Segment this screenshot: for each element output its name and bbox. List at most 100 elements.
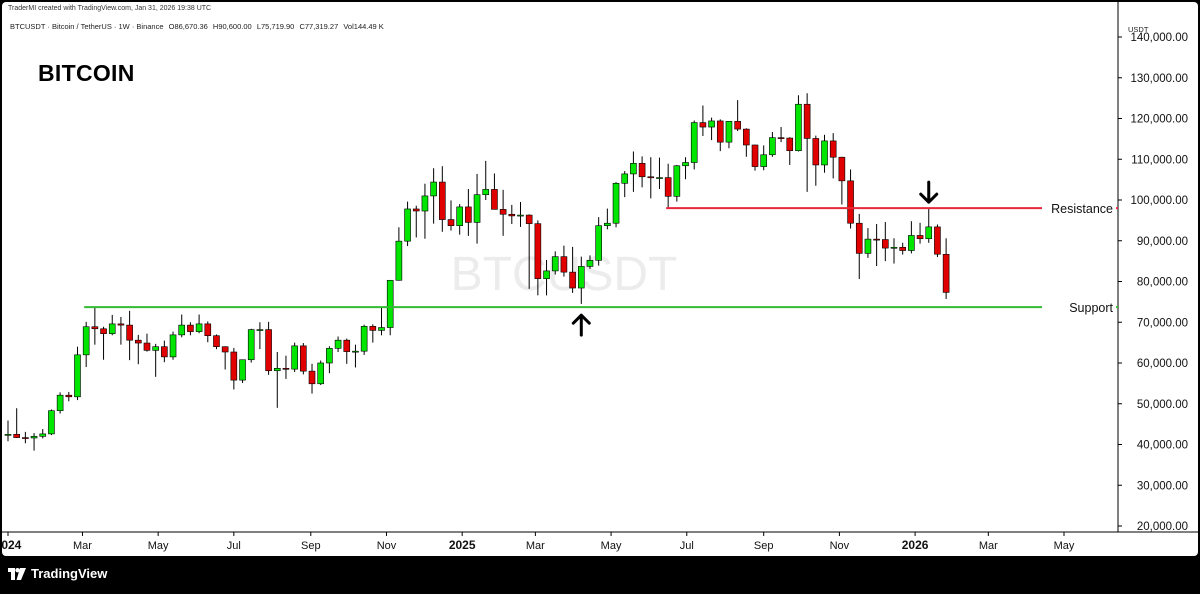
candle-body bbox=[803, 103, 811, 139]
candle-body bbox=[343, 339, 351, 352]
candle-down bbox=[942, 238, 950, 299]
candle-body bbox=[577, 266, 585, 289]
candle-up bbox=[256, 322, 264, 350]
candle-down bbox=[569, 246, 576, 293]
candle-down bbox=[499, 189, 507, 236]
candle-body bbox=[256, 329, 264, 331]
price-chart[interactable]: BTCUSDT140,000.00130,000.00120,000.00110… bbox=[2, 2, 1198, 556]
candle-body bbox=[882, 239, 889, 249]
candle-down bbox=[282, 355, 290, 379]
candle-down bbox=[221, 346, 229, 370]
time-tick-label: 2025 bbox=[449, 538, 476, 552]
candle-body bbox=[360, 326, 368, 352]
candle-body bbox=[517, 214, 524, 217]
time-tick-label: May bbox=[1054, 540, 1075, 552]
candle-down bbox=[13, 408, 20, 438]
resistance-label: Resistance bbox=[1051, 202, 1113, 216]
candle-up bbox=[195, 314, 203, 334]
candle-body bbox=[265, 329, 272, 372]
candle-body bbox=[934, 226, 941, 255]
candle-body bbox=[734, 121, 741, 130]
tradingview-brand[interactable]: TradingView bbox=[8, 566, 107, 581]
candle-body bbox=[56, 394, 64, 411]
candle-up bbox=[247, 328, 255, 363]
candle-body bbox=[239, 359, 246, 381]
brand-label: TradingView bbox=[31, 566, 108, 581]
candle-up bbox=[273, 351, 281, 408]
candle-down bbox=[447, 200, 455, 231]
candle-down bbox=[838, 156, 846, 205]
candle-down bbox=[812, 135, 820, 186]
candle-down bbox=[899, 242, 906, 255]
candle-body bbox=[491, 189, 498, 210]
symbol-line: BTCUSDT · Bitcoin / TetherUS · 1W · Bina… bbox=[10, 22, 164, 31]
candle-up bbox=[291, 342, 298, 372]
candle-body bbox=[117, 323, 125, 326]
candle-up bbox=[360, 324, 368, 355]
candle-body bbox=[195, 323, 203, 332]
candle-body bbox=[221, 346, 229, 353]
time-tick-label: Sep bbox=[754, 540, 774, 552]
candle-down bbox=[308, 363, 316, 394]
time-tick-label: May bbox=[148, 540, 169, 552]
candle-down bbox=[508, 204, 516, 225]
candle-body bbox=[404, 208, 411, 242]
candle-body bbox=[48, 410, 55, 435]
candle-body bbox=[812, 138, 820, 166]
candle-body bbox=[100, 328, 107, 334]
candle-body bbox=[604, 222, 611, 226]
time-tick-label: 2024 bbox=[2, 538, 22, 552]
candle-up bbox=[725, 121, 733, 149]
candle-up bbox=[673, 164, 681, 202]
candle-down bbox=[664, 163, 672, 208]
candle-body bbox=[395, 240, 403, 281]
chart-panel: BTCUSDT 140,000.00 130,000.00 120,000.00 110… bbox=[2, 2, 1198, 556]
tradingview-logo-icon bbox=[8, 567, 26, 580]
candle-up bbox=[456, 204, 463, 235]
candle-body bbox=[473, 194, 481, 223]
candle-down bbox=[743, 128, 750, 157]
candle-up bbox=[421, 183, 429, 239]
candle-down bbox=[873, 224, 880, 267]
candle-up bbox=[169, 331, 177, 360]
candle-body bbox=[838, 156, 846, 182]
candle-body bbox=[621, 173, 629, 184]
candle-body bbox=[916, 235, 924, 240]
candle-up bbox=[795, 95, 802, 152]
candle-body bbox=[317, 362, 325, 385]
price-tick-label: 90,000.00 bbox=[1137, 236, 1188, 248]
chart-title: BITCOIN bbox=[38, 60, 135, 86]
candle-up bbox=[334, 336, 342, 352]
candle-body bbox=[430, 181, 437, 197]
candle-body bbox=[178, 324, 186, 336]
candle-up bbox=[378, 307, 385, 336]
candle-up bbox=[482, 160, 490, 200]
candle-down bbox=[847, 169, 854, 229]
candle-down bbox=[213, 334, 220, 350]
candle-up bbox=[326, 346, 333, 374]
candle-up bbox=[621, 171, 629, 198]
price-tick-label: 70,000.00 bbox=[1137, 317, 1188, 329]
candle-body bbox=[751, 144, 759, 167]
candle-up bbox=[39, 429, 47, 439]
candle-body bbox=[925, 226, 933, 240]
candle-up bbox=[152, 343, 159, 377]
candle-body bbox=[152, 346, 159, 351]
candle-up bbox=[682, 157, 689, 180]
candle-down bbox=[882, 222, 889, 262]
candle-body bbox=[378, 327, 385, 331]
candle-body bbox=[855, 222, 863, 254]
candle-down bbox=[647, 157, 655, 199]
candle-down bbox=[100, 326, 107, 360]
candle-down bbox=[803, 93, 811, 192]
candle-up bbox=[612, 182, 620, 228]
candle-down bbox=[369, 324, 377, 343]
candle-down bbox=[699, 105, 707, 137]
candle-down bbox=[439, 166, 446, 232]
candle-body bbox=[847, 180, 854, 224]
candle-body bbox=[743, 128, 750, 146]
candle-up bbox=[30, 433, 38, 451]
support-arrow-up-icon bbox=[571, 313, 591, 337]
candle-up bbox=[395, 227, 403, 281]
